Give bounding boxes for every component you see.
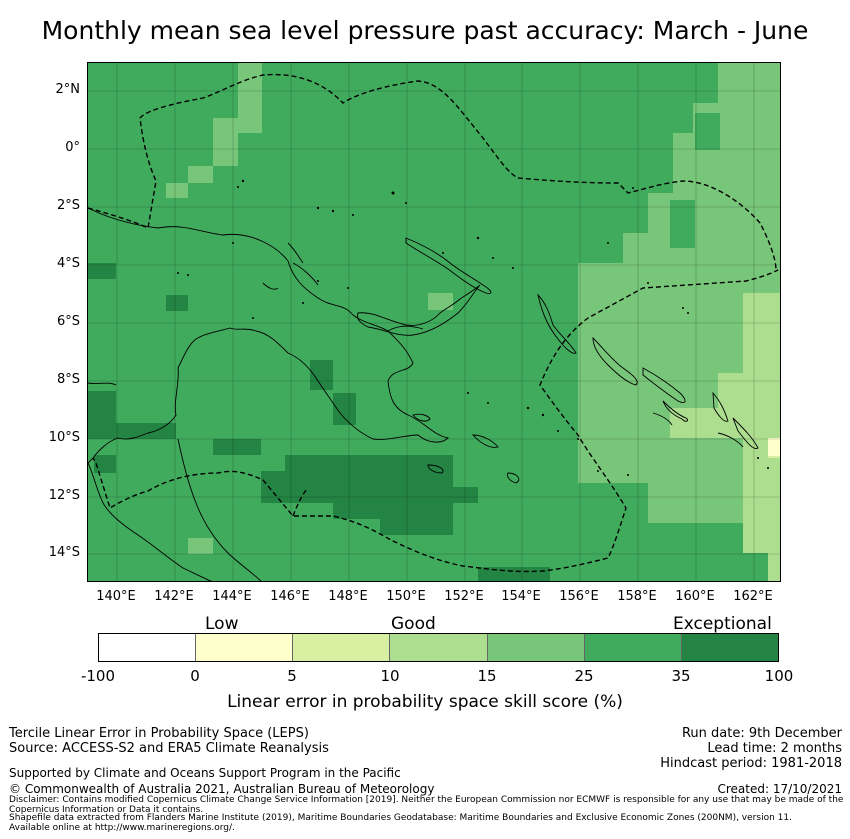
colorbar-tick: 5 [287,667,297,685]
lon-label: 144°E [212,589,252,604]
skill-cell-dark [478,567,550,581]
lat-label: 8°S [56,372,80,387]
lon-label: 160°E [675,589,715,604]
skill-cell-dark [213,439,261,455]
lon-label: 150°E [386,589,426,604]
skill-cell [670,200,695,248]
skill-field-east-light [578,63,780,581]
skill-cell [166,183,188,198]
footer-lead-time: Lead time: 2 months [707,741,842,756]
lat-label: 12°S [48,488,80,503]
footer-run-date: Run date: 9th December [681,726,842,741]
lon-label: 148°E [328,589,368,604]
lon-label: 158°E [617,589,657,604]
lat-label: 4°S [56,256,80,271]
lon-label: 140°E [96,589,136,604]
footer-copyright: © Commonwealth of Australia 2021, Austra… [9,782,435,796]
lat-label: 10°S [48,430,80,445]
footer-supported: Supported by Climate and Oceans Support … [9,766,401,780]
lat-label: 6°S [56,314,80,329]
lon-label: 154°E [501,589,541,604]
lon-label: 142°E [154,589,194,604]
skill-cell-lightest [768,438,780,456]
skill-map [88,63,780,581]
lat-label: 2°N [55,82,81,97]
colorbar-swatch [293,634,391,661]
colorbar-swatch [390,634,488,661]
skill-cell [238,63,262,133]
colorbar-category-exceptional: Exceptional [673,614,772,634]
lat-label: 2°S [56,198,80,213]
skill-cell-dark [94,455,116,473]
colorbar [98,633,779,662]
footer-shapefile: Shapefile data extracted from Flanders M… [9,813,792,833]
colorbar-category-good: Good [391,614,436,634]
colorbar-title: Linear error in probability space skill … [227,692,623,712]
graticule [88,63,780,581]
skill-field-dark-south [261,455,478,535]
colorbar-swatch [487,634,585,661]
colorbar-category-low: Low [205,614,239,634]
colorbar-tick: 100 [764,667,794,685]
footer-hindcast: Hindcast period: 1981-2018 [660,756,842,771]
footer-source: Source: ACCESS-S2 and ERA5 Climate Reana… [9,741,329,756]
colorbar-swatch [681,634,778,661]
colorbar-tick: -100 [80,667,116,685]
colorbar-tick: 25 [574,667,594,685]
skill-cell [213,118,238,166]
colorbar-tick: 0 [190,667,200,685]
skill-cell [188,166,213,183]
skill-cell [428,293,453,310]
lat-label: 0° [65,140,80,155]
skill-cell-dark [88,263,116,279]
skill-cell-dark [166,295,188,311]
colorbar-swatch [584,634,682,661]
colorbar-tick: 10 [380,667,400,685]
coastline [88,207,759,581]
lon-label: 146°E [270,589,310,604]
footer-disclaimer: Disclaimer: Contains modified Copernicus… [9,795,844,815]
colorbar-tick: 15 [477,667,497,685]
lon-label: 156°E [559,589,599,604]
footer-created: Created: 17/10/2021 [717,782,842,796]
map-title: Monthly mean sea level pressure past acc… [41,16,809,45]
lon-label: 152°E [444,589,484,604]
small-islands [177,179,769,476]
skill-field-east-lighter [670,293,780,581]
lat-label: 14°S [48,545,80,560]
map-panel[interactable] [87,62,781,582]
colorbar-swatch [99,634,197,661]
skill-cell-dark [333,393,356,425]
skill-cell [188,538,213,554]
colorbar-swatch [196,634,294,661]
skill-cell-dark [116,423,176,439]
eez-boundary [88,73,779,573]
lon-label: 162°E [733,589,773,604]
skill-cell-dark [88,391,116,439]
skill-cell-dark [310,360,333,390]
colorbar-tick: 35 [671,667,691,685]
footer-leps: Tercile Linear Error in Probability Spac… [9,726,309,741]
skill-cell [695,113,720,150]
